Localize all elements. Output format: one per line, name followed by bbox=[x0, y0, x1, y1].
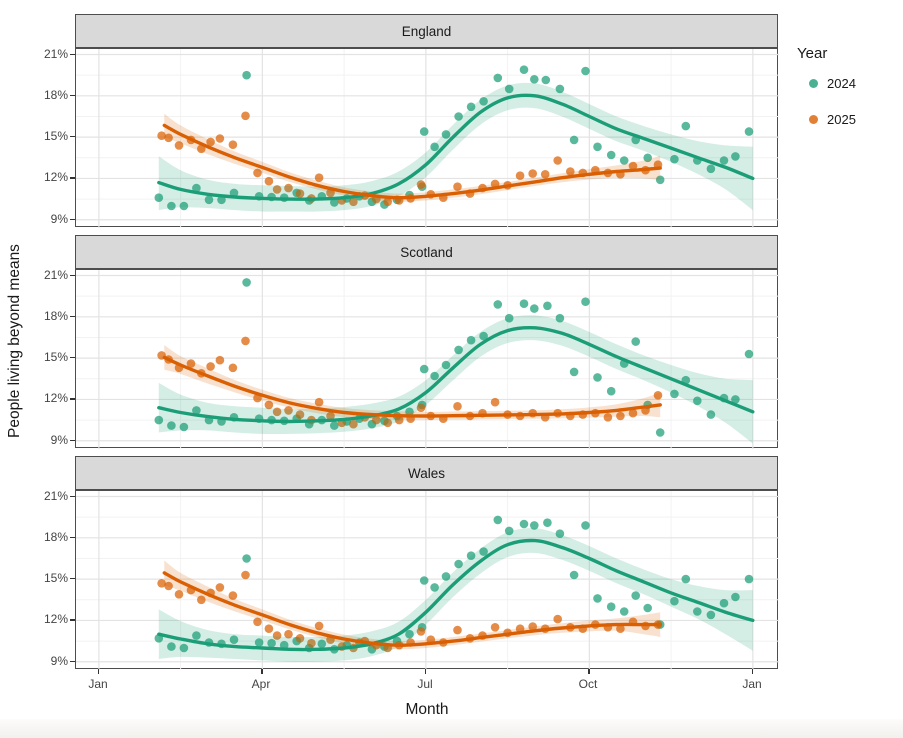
bottom-fade bbox=[0, 719, 903, 738]
y-tick-label: 9% bbox=[50, 211, 68, 226]
y-tick-mark bbox=[70, 274, 75, 276]
x-axis-title: Month bbox=[405, 701, 449, 718]
y-tick-mark bbox=[70, 315, 75, 317]
y-tick-mark bbox=[70, 357, 75, 359]
panel-plot-area bbox=[76, 49, 779, 228]
smooth-line-2024 bbox=[157, 93, 755, 201]
panel-plot-area bbox=[76, 270, 779, 449]
facet-strip-scotland: Scotland bbox=[75, 235, 778, 269]
y-tick-label: 9% bbox=[50, 653, 68, 668]
smooth-line-2025 bbox=[162, 571, 662, 647]
x-tick-mark bbox=[261, 669, 263, 674]
x-tick-mark bbox=[588, 669, 590, 674]
panel-wales bbox=[75, 490, 779, 670]
ribbon-2024 bbox=[158, 528, 753, 662]
facet-strip-england: England bbox=[75, 14, 778, 48]
y-tick-label: 15% bbox=[43, 129, 68, 144]
smooth-line-2024 bbox=[157, 325, 755, 424]
facet-strip-label: Scotland bbox=[400, 244, 453, 260]
y-tick-label: 21% bbox=[43, 488, 68, 503]
legend: Year 2024 2025 bbox=[790, 45, 902, 148]
y-tick-label: 12% bbox=[43, 612, 68, 627]
legend-label: 2024 bbox=[827, 76, 856, 91]
ribbon-2024 bbox=[158, 315, 753, 444]
y-tick-label: 9% bbox=[50, 432, 68, 447]
legend-item-2025: 2025 bbox=[790, 112, 902, 127]
y-tick-label: 12% bbox=[43, 391, 68, 406]
legend-point-2025-icon bbox=[809, 115, 818, 124]
x-tick-label: Jul bbox=[417, 677, 433, 691]
x-tick-label: Jan bbox=[88, 677, 108, 691]
y-tick-label: 21% bbox=[43, 46, 68, 61]
legend-title: Year bbox=[797, 45, 828, 62]
smooth-line-2024 bbox=[157, 538, 755, 652]
y-tick-label: 21% bbox=[43, 267, 68, 282]
y-tick-mark bbox=[70, 495, 75, 497]
y-tick-mark bbox=[70, 398, 75, 400]
y-tick-mark bbox=[70, 536, 75, 538]
smooth-line-2025 bbox=[162, 123, 662, 200]
points-2024 bbox=[154, 515, 754, 654]
ribbon-2025 bbox=[164, 113, 661, 202]
y-tick-mark bbox=[70, 136, 75, 138]
y-tick-mark bbox=[70, 439, 75, 441]
panel-scotland bbox=[75, 269, 779, 449]
panel-england bbox=[75, 48, 779, 228]
x-tick-label: Oct bbox=[578, 677, 598, 691]
y-tick-mark bbox=[70, 578, 75, 580]
ribbon-2025 bbox=[164, 560, 661, 650]
y-tick-label: 15% bbox=[43, 350, 68, 365]
x-tick-mark bbox=[97, 669, 100, 674]
y-tick-label: 18% bbox=[43, 529, 68, 544]
y-tick-mark bbox=[70, 53, 75, 55]
y-tick-label: 18% bbox=[43, 87, 68, 102]
gridlines bbox=[76, 49, 779, 228]
y-tick-mark bbox=[70, 94, 75, 96]
y-tick-mark bbox=[70, 660, 75, 662]
x-tick-mark bbox=[424, 669, 427, 674]
legend-item-2024: 2024 bbox=[790, 76, 902, 91]
y-tick-label: 15% bbox=[43, 571, 68, 586]
x-tick-label: Jan bbox=[742, 677, 762, 691]
x-tick-mark bbox=[751, 669, 754, 674]
facet-strip-label: England bbox=[401, 23, 452, 39]
y-tick-mark bbox=[70, 218, 75, 220]
panel-plot-area bbox=[76, 491, 779, 670]
ribbon-2024 bbox=[158, 82, 753, 212]
legend-label: 2025 bbox=[827, 112, 856, 127]
y-tick-mark bbox=[70, 177, 75, 179]
y-tick-label: 18% bbox=[43, 308, 68, 323]
facet-strip-wales: Wales bbox=[75, 456, 778, 490]
legend-point-2024-icon bbox=[809, 79, 818, 88]
y-axis-title: People living beyond means bbox=[6, 244, 23, 438]
facet-strip-label: Wales bbox=[407, 465, 445, 481]
smooth-line-2025 bbox=[162, 355, 662, 418]
y-tick-mark bbox=[70, 619, 75, 621]
x-tick-label: Apr bbox=[251, 677, 271, 691]
y-tick-label: 12% bbox=[43, 170, 68, 185]
